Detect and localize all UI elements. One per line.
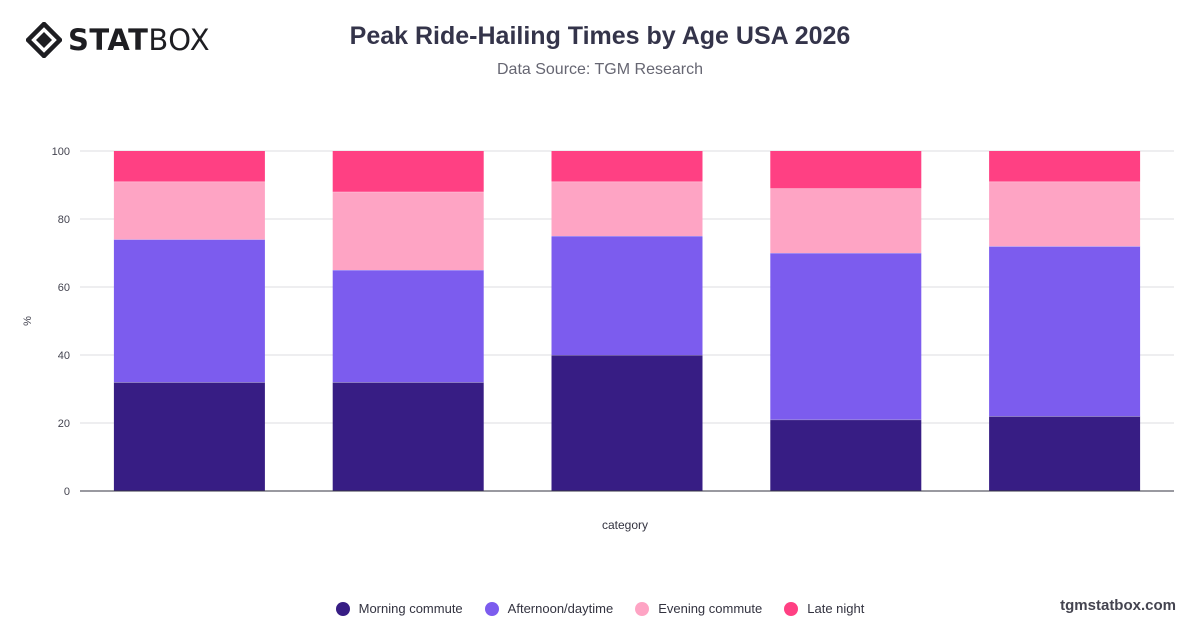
- bar-segment-evening-commute: [332, 191, 484, 270]
- chart-legend: Morning commute Afternoon/daytime Evening …: [0, 601, 1200, 616]
- y-axis-label: %: [22, 316, 34, 326]
- legend-item[interactable]: Late night: [784, 601, 864, 616]
- bar-segment-late-night: [770, 151, 922, 189]
- logo-text-light: BOX: [148, 23, 211, 57]
- legend-swatch: [784, 601, 799, 616]
- bar-segment-afternoon-daytime: [113, 239, 265, 383]
- legend-label: Morning commute: [358, 601, 463, 616]
- bar-segment-afternoon-daytime: [989, 246, 1141, 417]
- legend-label: Afternoon/daytime: [507, 601, 614, 616]
- legend-label: Late night: [807, 601, 865, 616]
- bar-segment-evening-commute: [989, 181, 1141, 247]
- logo-text-bold: STAT: [68, 23, 149, 57]
- chart-title: Peak Ride-Hailing Times by Age USA 2026: [349, 22, 851, 50]
- legend-swatch: [335, 601, 350, 616]
- bar-segment-morning-commute: [770, 419, 922, 491]
- x-axis-label: category: [602, 518, 648, 532]
- bar-segment-evening-commute: [113, 181, 265, 240]
- bar-segment-morning-commute: [332, 382, 484, 491]
- y-tick-label: 60: [58, 282, 70, 294]
- y-tick-label: 80: [58, 214, 70, 226]
- bar-segment-evening-commute: [551, 181, 703, 236]
- bar-segment-afternoon-daytime: [332, 270, 484, 383]
- bar-segment-afternoon-daytime: [551, 236, 703, 355]
- legend-swatch: [635, 601, 650, 616]
- bar-segment-late-night: [113, 151, 265, 182]
- bar-segment-morning-commute: [989, 416, 1141, 491]
- bar-segment-evening-commute: [770, 188, 922, 253]
- y-tick-label: 0: [64, 486, 70, 498]
- legend-item[interactable]: Afternoon/daytime: [484, 601, 614, 616]
- legend-swatch: [484, 601, 499, 616]
- legend-label: Evening commute: [658, 601, 763, 616]
- y-tick-label: 100: [52, 146, 70, 158]
- chart-subtitle: Data Source: TGM Research: [496, 61, 703, 78]
- legend-item[interactable]: Evening commute: [635, 601, 762, 616]
- y-tick-label: 40: [58, 350, 70, 362]
- y-tick-label: 20: [58, 418, 70, 430]
- bar-segment-morning-commute: [113, 382, 265, 491]
- site-url[interactable]: tgmstatbox.com: [1060, 597, 1176, 614]
- legend-item[interactable]: Morning commute: [335, 601, 463, 616]
- statbox-logo: STATBOX: [26, 22, 210, 58]
- bar-segment-late-night: [332, 151, 484, 192]
- bar-segment-morning-commute: [551, 355, 703, 491]
- stacked-bar-chart: 0 20 40 60 80 100 category%: [22, 146, 1174, 532]
- logo-diamond-icon: [26, 22, 62, 58]
- bar-segment-late-night: [989, 151, 1141, 182]
- logo-text: STATBOX: [68, 22, 210, 58]
- bar-segment-afternoon-daytime: [770, 253, 922, 420]
- bar-segment-late-night: [551, 151, 703, 182]
